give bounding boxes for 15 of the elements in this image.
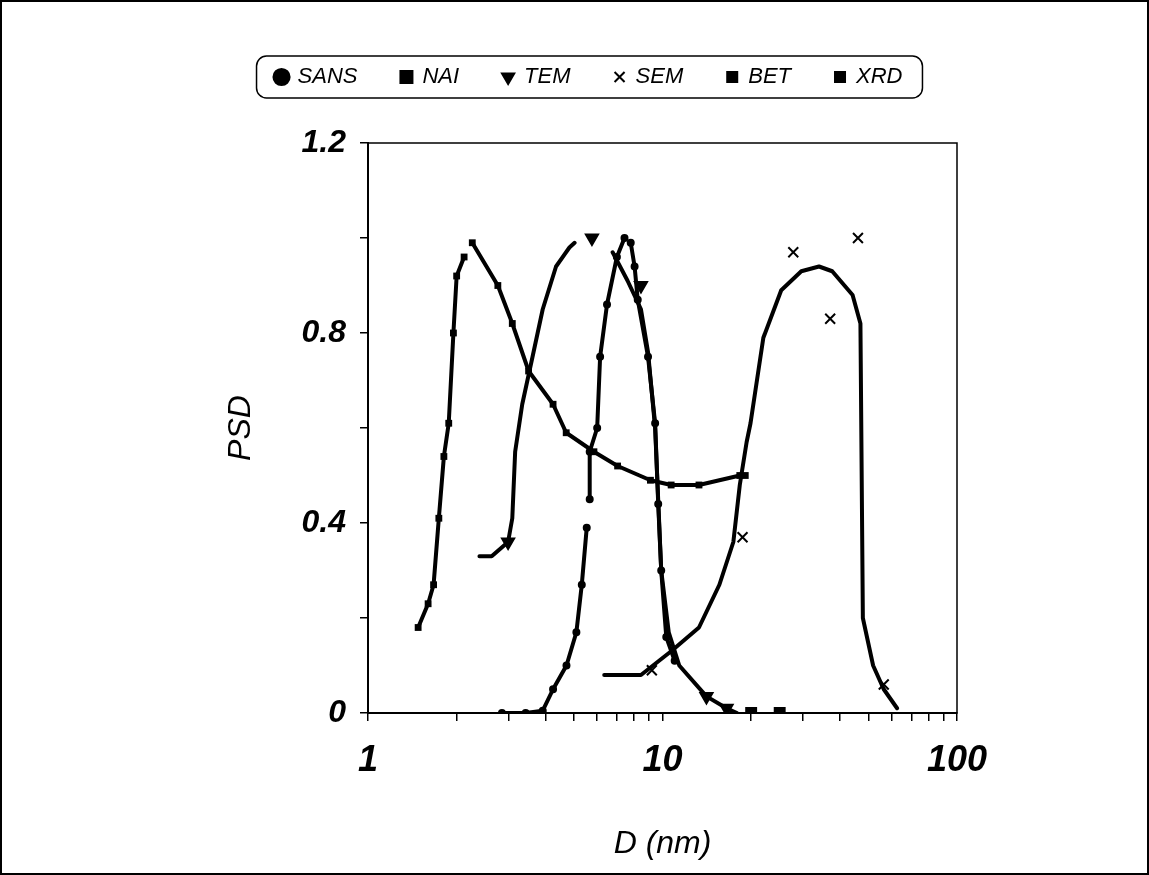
x-tick-label: 100 — [926, 737, 988, 779]
y-tick-label: 0.4 — [301, 502, 347, 539]
legend-label: SANS — [297, 63, 358, 89]
legend-label: NAI — [422, 63, 460, 89]
legend-label: BET — [748, 63, 793, 89]
x-axis-title: D (nm) — [613, 823, 712, 860]
legend-label: SEM — [635, 63, 684, 89]
legend-label: XRD — [855, 63, 903, 89]
x-tick-label: 10 — [642, 737, 683, 779]
y-tick-label: 0 — [328, 692, 347, 729]
y-tick-label: 0.8 — [301, 312, 347, 349]
y-tick-label: 1.2 — [301, 122, 347, 159]
legend-label: TEM — [524, 63, 572, 89]
y-axis-title: PSD — [221, 395, 258, 461]
x-tick-label: 1 — [357, 737, 379, 779]
